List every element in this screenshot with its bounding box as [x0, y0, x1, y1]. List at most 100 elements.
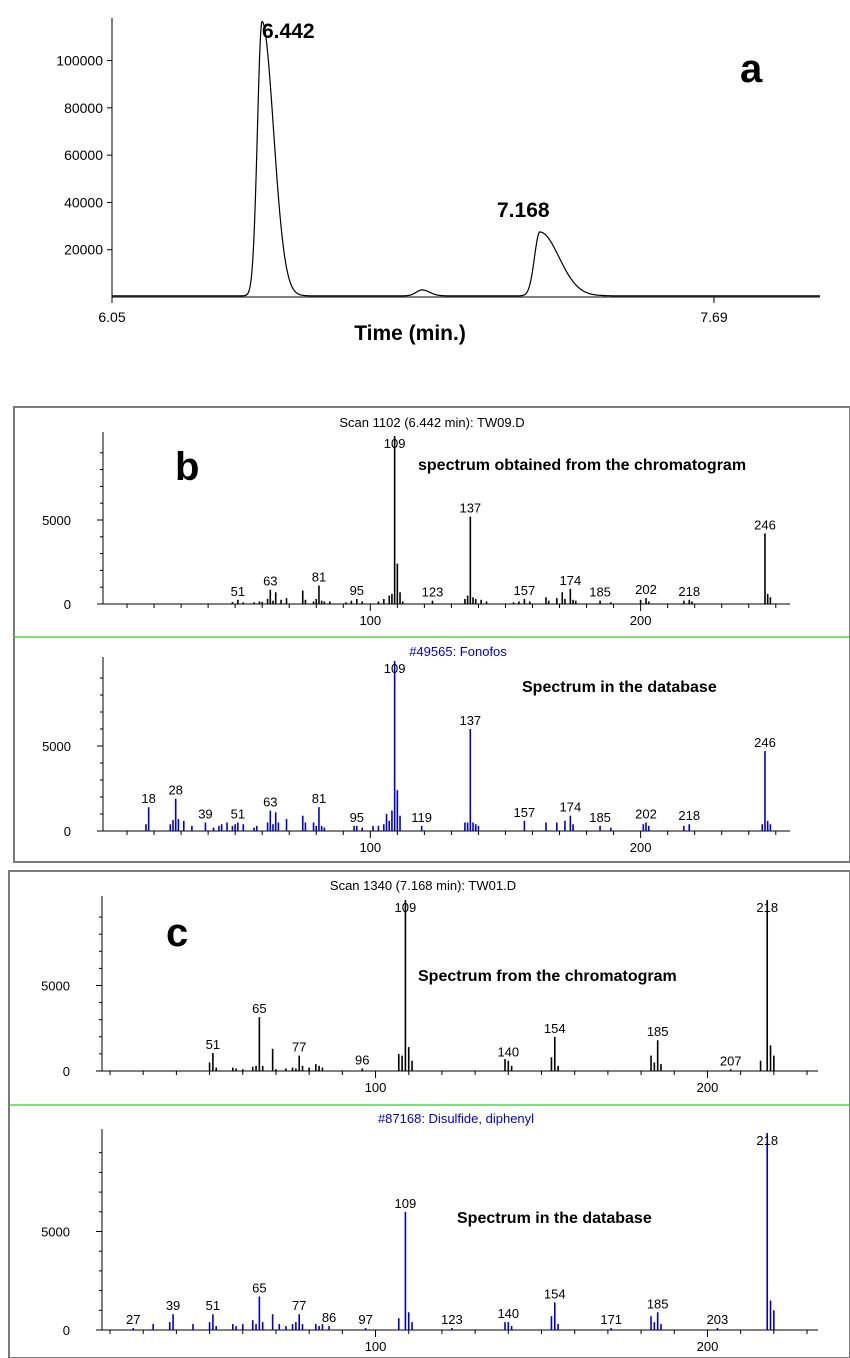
panel-b-bottom-x-tick-label: 200	[630, 840, 652, 855]
peak-mz-label: 218	[678, 808, 700, 823]
peak-mz-label: 203	[707, 1312, 729, 1327]
peak-mz-label: 157	[514, 805, 536, 820]
panel-a-x-tick-label: 7.69	[700, 309, 727, 325]
peak-mz-label: 109	[395, 1196, 417, 1211]
panel-a-x-tick-label: 6.05	[98, 309, 125, 325]
peak-label-6442: 6.442	[262, 20, 315, 43]
peak-mz-label: 109	[384, 661, 406, 676]
peak-mz-label: 218	[678, 584, 700, 599]
peak-mz-label: 81	[312, 791, 326, 806]
peak-mz-label: 81	[312, 570, 326, 585]
panel-c-bottom-x-tick-label: 200	[697, 1339, 719, 1354]
panel-b: Scan 1102 (6.442 min): TW09.D b #49565: …	[13, 406, 850, 863]
peak-mz-label: 28	[168, 783, 182, 798]
panel-b-bottom-y-tick-label: 0	[64, 824, 71, 839]
panel-c-top-x-tick-label: 200	[697, 1080, 719, 1095]
panel-c-library-header: #87168: Disulfide, diphenyl	[378, 1111, 534, 1126]
peak-mz-label: 185	[647, 1296, 669, 1311]
panel-a-y-tick-label: 20000	[64, 242, 103, 258]
peak-mz-label: 51	[231, 806, 245, 821]
peak-mz-label: 171	[600, 1312, 622, 1327]
panel-b-top-y-tick-label: 5000	[42, 513, 71, 528]
peak-mz-label: 154	[544, 1021, 566, 1036]
peak-mz-label: 65	[252, 1281, 266, 1296]
peak-mz-label: 154	[544, 1286, 566, 1301]
peak-mz-label: 157	[514, 583, 536, 598]
panel-c-top-y-tick-label: 0	[63, 1064, 70, 1079]
peak-mz-label: 123	[441, 1312, 463, 1327]
panel-b-sample-spectrum: 0 5000 100 200 51 63 81 95 109 123 137 157 174 185 202…	[42, 432, 790, 628]
peak-mz-label: 77	[292, 1298, 306, 1313]
panel-b-top-annotation: spectrum obtained from the chromatogram	[418, 457, 746, 474]
panel-b-top-y-tick-label: 0	[64, 597, 71, 612]
panel-b-bottom-annotation: Spectrum in the database	[522, 679, 717, 696]
peak-mz-label: 246	[754, 735, 776, 750]
panel-c-bottom-annotation: Spectrum in the database	[457, 1210, 652, 1227]
peak-mz-label: 65	[252, 1001, 266, 1016]
panel-c-bottom-x-tick-label: 100	[365, 1339, 387, 1354]
peak-mz-label: 140	[497, 1045, 519, 1060]
panel-b-top-x-tick-label: 100	[359, 613, 381, 628]
panel-c-sample-spectrum: 0 5000 100 200 51 65 77 96 109 140 154 185 207 218	[41, 896, 818, 1095]
panel-b-top-x-tick-label: 200	[630, 613, 652, 628]
peak-mz-label: 18	[141, 791, 155, 806]
peak-mz-label: 202	[635, 806, 657, 821]
peak-mz-label: 96	[355, 1052, 369, 1067]
peak-mz-label: 63	[263, 795, 277, 810]
peak-mz-label: 123	[422, 585, 444, 600]
panel-letter-c: c	[166, 911, 188, 955]
panel-a-y-tick-label: 80000	[64, 100, 103, 116]
panel-a: 20000 40000 60000 80000 100000 6.05 7.69 Tim…	[56, 18, 820, 345]
panel-a-y-tick-label: 60000	[64, 147, 103, 163]
panel-b-bottom-x-tick-label: 100	[359, 840, 381, 855]
panel-c-top-y-tick-label: 5000	[41, 978, 70, 993]
peak-mz-label: 185	[589, 585, 611, 600]
panel-b-library-header: #49565: Fonofos	[409, 644, 507, 659]
peak-mz-label: 218	[756, 1133, 778, 1148]
panel-c-library-spectrum: 0 5000 100 200 27 39 51 65 77 86 97 109 123 140 154 171…	[41, 1129, 818, 1354]
panel-b-library-spectrum: 0 5000 100 200 18 28 39 51 63 81 95 109 119 137 157 174…	[42, 657, 790, 855]
peak-label-7168: 7.168	[497, 199, 550, 222]
panel-c-top-x-tick-label: 100	[365, 1080, 387, 1095]
peak-mz-label: 202	[635, 582, 657, 597]
panel-b-bottom-y-tick-label: 5000	[42, 739, 71, 754]
peak-mz-label: 174	[559, 573, 581, 588]
peak-mz-label: 51	[206, 1298, 220, 1313]
panel-a-y-ticks: 20000 40000 60000 80000 100000	[56, 53, 112, 258]
peak-mz-label: 86	[322, 1310, 336, 1325]
peak-mz-label: 51	[231, 584, 245, 599]
peak-mz-label: 174	[559, 800, 581, 815]
peak-mz-label: 97	[358, 1312, 372, 1327]
panel-b-scan-header: Scan 1102 (6.442 min): TW09.D	[339, 415, 524, 430]
panel-letter-a: a	[740, 47, 763, 91]
panel-b-frame	[13, 406, 850, 863]
panel-c-bottom-y-tick-label: 0	[63, 1323, 70, 1338]
panel-c-bottom-y-tick-label: 5000	[41, 1224, 70, 1239]
chromatogram-trace	[112, 20, 820, 297]
peak-mz-label: 137	[459, 501, 481, 516]
panel-c-scan-header: Scan 1340 (7.168 min): TW01.D	[330, 878, 516, 893]
peak-mz-label: 246	[754, 517, 776, 532]
panel-c: Scan 1340 (7.168 min): TW01.D c #87168: …	[8, 870, 850, 1358]
peak-mz-label: 109	[384, 436, 406, 451]
peak-mz-label: 95	[350, 583, 364, 598]
peak-mz-label: 218	[756, 900, 778, 915]
panel-c-frame	[8, 870, 850, 1358]
panel-a-y-tick-label: 40000	[64, 194, 103, 210]
peak-mz-label: 109	[395, 900, 417, 915]
peak-mz-label: 39	[166, 1298, 180, 1313]
peak-mz-label: 185	[589, 810, 611, 825]
peak-mz-label: 119	[411, 810, 432, 825]
peak-mz-label: 51	[206, 1037, 220, 1052]
peak-mz-label: 137	[459, 713, 481, 728]
peak-mz-label: 27	[126, 1312, 140, 1327]
panel-c-top-annotation: Spectrum from the chromatogram	[418, 968, 677, 985]
panel-letter-b: b	[175, 445, 199, 489]
peak-mz-label: 77	[292, 1040, 306, 1055]
panel-a-y-tick-label: 100000	[56, 53, 103, 69]
panel-a-x-axis-label: Time (min.)	[354, 322, 466, 345]
peak-mz-label: 63	[263, 574, 277, 589]
peak-mz-label: 185	[647, 1024, 669, 1039]
peak-mz-label: 95	[350, 810, 364, 825]
